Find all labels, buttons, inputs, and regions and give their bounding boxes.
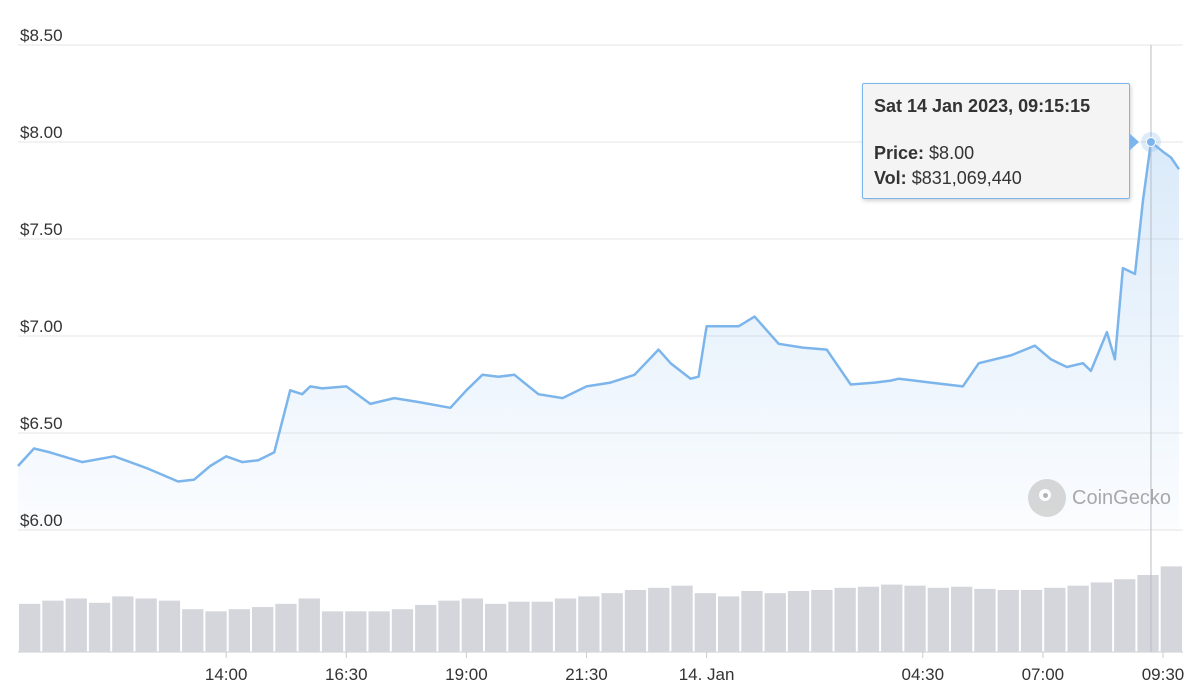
tooltip-volume-label: Vol: <box>874 168 907 188</box>
volume-bar <box>694 593 716 652</box>
volume-bar <box>298 598 320 652</box>
volume-bar <box>1114 579 1136 652</box>
volume-bar <box>951 586 973 652</box>
volume-bar <box>1067 585 1089 652</box>
volume-bar <box>741 591 763 652</box>
volume-bar <box>252 607 274 652</box>
price-tooltip: Sat 14 Jan 2023, 09:15:15 Price: $8.00 V… <box>862 83 1130 199</box>
y-tick-label: $8.50 <box>20 26 63 45</box>
volume-bar <box>554 598 577 652</box>
tooltip-price-row: Price: $8.00 <box>874 141 1118 166</box>
volume-bar <box>927 587 949 652</box>
volume-bar <box>764 593 786 652</box>
x-tick-label: 07:00 <box>1022 665 1065 684</box>
volume-bar <box>461 598 483 652</box>
volume-bar <box>508 601 530 652</box>
volume-bar <box>811 589 833 652</box>
price-series-line <box>17 140 1181 483</box>
volume-bar <box>135 598 157 652</box>
volume-bar <box>438 600 460 652</box>
volume-bar <box>228 609 250 652</box>
hover-point <box>1145 137 1156 147</box>
tooltip-price-value: $8.00 <box>929 143 975 163</box>
volume-bar <box>205 611 227 652</box>
x-tick-label: 09:30 <box>1142 665 1185 684</box>
volume-bar <box>1020 589 1043 652</box>
x-axis-ticks: 14:00 16:30 19:00 21:30 14. Jan 04:30 07:00 09:… <box>205 652 1184 684</box>
volume-bar <box>997 589 1019 652</box>
x-tick-label: 16:30 <box>325 665 368 684</box>
volume-bar <box>275 603 297 652</box>
x-tick-label: 14:00 <box>205 665 248 684</box>
volume-bar <box>345 611 367 652</box>
volume-bar <box>182 609 204 652</box>
volume-bar <box>1160 566 1182 652</box>
tooltip-volume-value: $831,069,440 <box>911 168 1022 188</box>
volume-bar <box>834 587 856 652</box>
crosshair <box>1140 45 1161 652</box>
watermark-text: CoinGecko <box>1072 486 1171 509</box>
volume-bar <box>19 603 41 652</box>
volume-bar <box>718 596 740 652</box>
tooltip-price-label: Price: <box>874 143 925 163</box>
volume-bar <box>1090 582 1113 652</box>
volume-bar <box>368 611 390 652</box>
volume-bar <box>321 611 344 652</box>
y-tick-label: $6.00 <box>20 511 63 530</box>
x-tick-label: 21:30 <box>565 665 608 684</box>
y-tick-label: $7.00 <box>20 317 63 336</box>
price-area-fill <box>18 142 1179 530</box>
volume-bar <box>1137 574 1159 652</box>
volume-bar <box>391 609 414 652</box>
volume-bar <box>88 602 111 652</box>
x-tick-label: 14. Jan <box>679 665 735 684</box>
volume-bar <box>531 601 553 652</box>
volume-bars <box>19 566 1182 652</box>
y-tick-label: $7.50 <box>20 220 63 239</box>
volume-bar <box>881 584 903 652</box>
volume-bar <box>415 604 437 652</box>
tooltip-date: Sat 14 Jan 2023, 09:15:15 <box>874 96 1091 116</box>
y-axis-ticks: $8.50 $8.00 $7.50 $7.00 $6.50 $6.00 <box>20 26 63 530</box>
volume-bar <box>857 586 880 652</box>
volume-bar <box>601 593 623 652</box>
volume-bar <box>671 585 693 652</box>
coingecko-watermark: CoinGecko <box>1028 478 1171 518</box>
volume-bar <box>42 600 64 652</box>
tooltip-pointer-icon <box>1129 133 1139 151</box>
y-tick-label: $8.00 <box>20 123 63 142</box>
volume-bar <box>624 589 647 652</box>
volume-bar <box>648 587 670 652</box>
volume-bar <box>787 591 810 652</box>
volume-bar <box>1044 587 1066 652</box>
tooltip-volume-row: Vol: $831,069,440 <box>874 166 1118 191</box>
volume-bar <box>578 596 600 652</box>
volume-bar <box>485 603 507 652</box>
y-tick-label: $6.50 <box>20 414 63 433</box>
volume-bar <box>65 598 87 652</box>
volume-bar <box>974 588 996 652</box>
gecko-logo-icon <box>1028 479 1066 517</box>
x-tick-label: 04:30 <box>902 665 945 684</box>
volume-bar <box>158 600 181 652</box>
price-area <box>18 142 1179 530</box>
volume-bar <box>112 596 134 652</box>
x-tick-label: 19:00 <box>445 665 488 684</box>
price-line <box>17 140 1181 483</box>
volume-bar <box>904 585 926 652</box>
